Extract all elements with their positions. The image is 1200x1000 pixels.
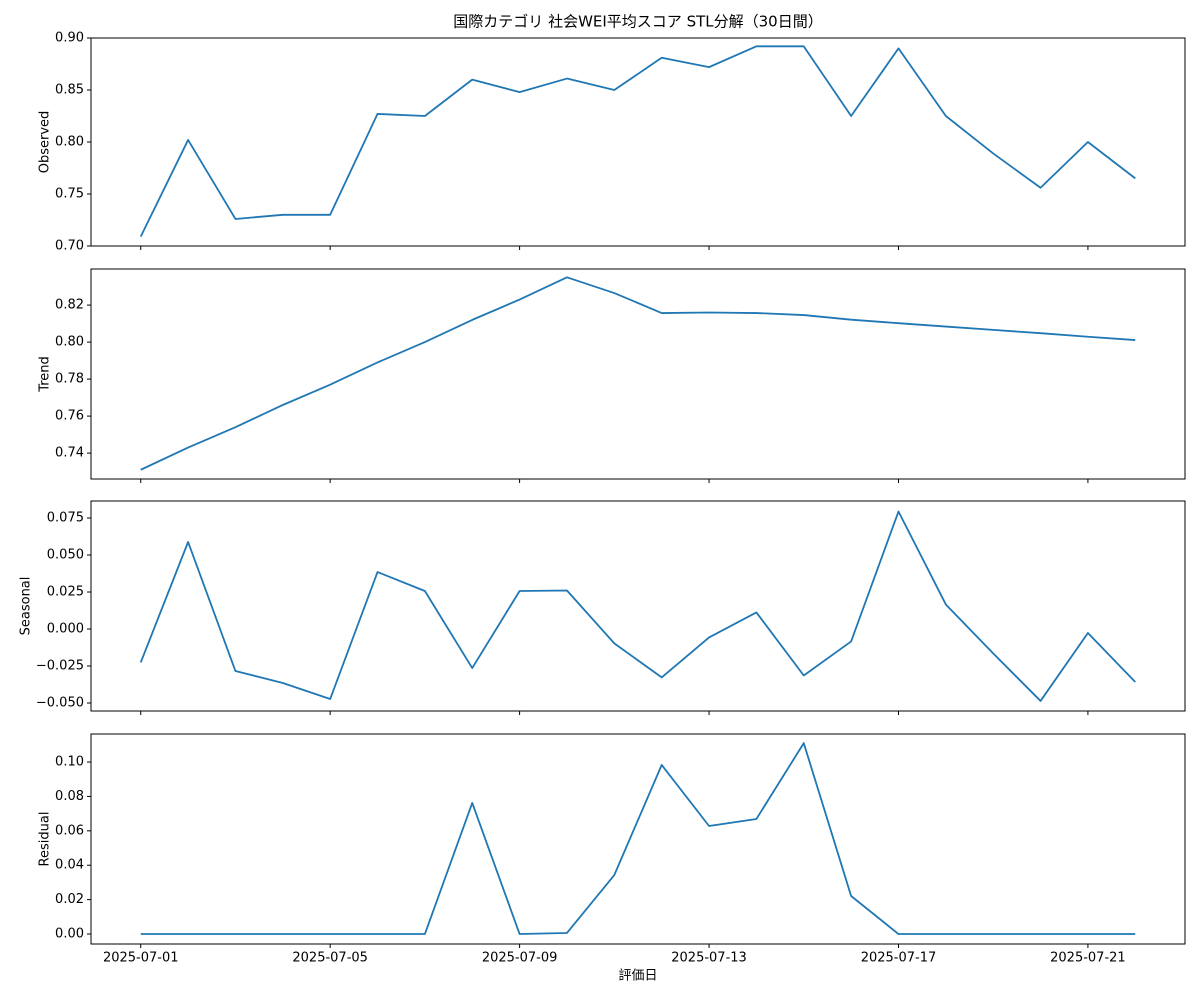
y-tick-label: 0.85 (55, 83, 84, 98)
y-tick-label: 0.050 (47, 548, 84, 563)
y-tick-label: 0.075 (47, 511, 84, 526)
data-line (139, 45, 1136, 238)
y-tick-label: 0.80 (55, 335, 84, 350)
y-tick-label: 0.00 (55, 927, 84, 942)
plot-area (90, 733, 1186, 945)
y-tick-label: 0.000 (47, 622, 84, 637)
x-tick-label: 2025-07-09 (482, 951, 558, 966)
y-axis-label: Seasonal (18, 577, 33, 636)
plot-area (90, 500, 1186, 712)
plot-area (90, 268, 1186, 480)
data-line (139, 510, 1136, 702)
data-line (140, 276, 1136, 471)
x-axis-label: 評価日 (618, 969, 657, 984)
y-tick-label: 0.80 (55, 135, 84, 150)
y-tick-label: 0.74 (55, 446, 84, 461)
x-tick-label: 2025-07-17 (861, 951, 937, 966)
x-tick-label: 2025-07-21 (1050, 951, 1126, 966)
y-tick-label: 0.78 (55, 372, 84, 387)
y-tick-label: −0.050 (36, 696, 84, 711)
y-tick-label: 0.10 (55, 755, 84, 770)
y-tick-label: 0.82 (55, 298, 84, 313)
y-tick-label: 0.025 (47, 585, 84, 600)
y-axis-label: Trend (38, 356, 53, 393)
y-tick-label: 0.02 (55, 892, 84, 907)
y-tick-label: 0.75 (55, 187, 84, 202)
y-tick-label: 0.76 (55, 409, 84, 424)
chart-title: 国際カテゴリ 社会WEI平均スコア STL分解（30日間） (453, 13, 822, 31)
y-axis-label: Observed (38, 111, 53, 174)
y-axis-label: Residual (38, 812, 53, 867)
x-tick-label: 2025-07-05 (292, 951, 368, 966)
y-tick-label: 0.08 (55, 789, 84, 804)
y-tick-label: 0.70 (55, 239, 84, 254)
y-tick-label: −0.025 (36, 659, 84, 674)
x-tick-label: 2025-07-13 (671, 951, 747, 966)
y-tick-label: 0.04 (55, 858, 84, 873)
y-tick-label: 0.90 (55, 31, 84, 46)
data-line (140, 742, 1136, 935)
y-tick-label: 0.06 (55, 823, 84, 838)
x-tick-label: 2025-07-01 (103, 951, 179, 966)
